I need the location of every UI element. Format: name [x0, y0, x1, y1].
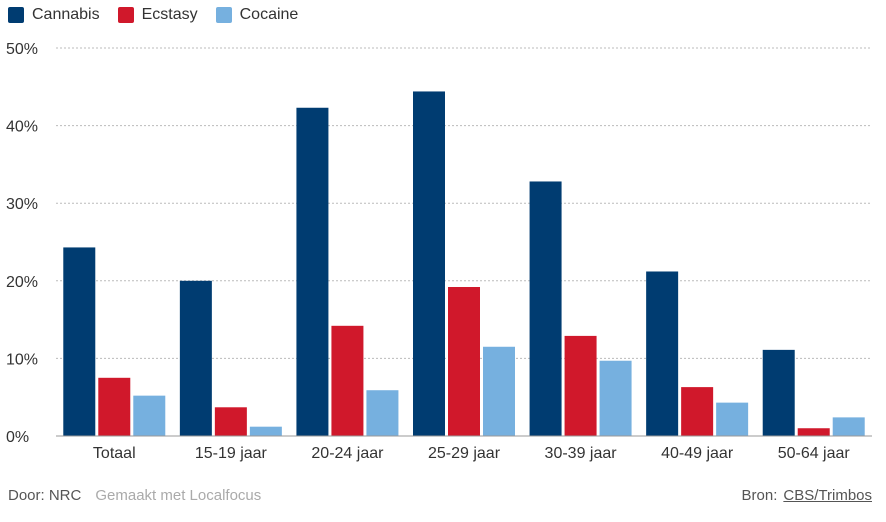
bar-cocaine — [832, 417, 865, 436]
bar-cannabis — [762, 349, 795, 436]
x-tick-label: Totaal — [93, 445, 136, 462]
y-tick-label: 40% — [6, 119, 38, 136]
bar-cannabis — [296, 107, 329, 436]
legend-label-cocaine: Cocaine — [239, 6, 299, 23]
bar-cocaine — [599, 360, 632, 436]
bar-cannabis — [413, 91, 445, 437]
bar-cannabis — [646, 271, 679, 436]
bar-cocaine — [133, 395, 166, 436]
legend-item-ecstasy[interactable]: Ecstasy — [117, 6, 198, 24]
legend-label-ecstasy: Ecstasy — [141, 6, 198, 23]
y-tick-label: 30% — [6, 196, 38, 213]
bar-cocaine — [249, 426, 282, 436]
author-credit: Door: NRC — [8, 487, 82, 504]
made-with-credit[interactable]: Gemaakt met Localfocus — [95, 487, 262, 504]
x-tick-label: 25-29 jaar — [428, 445, 501, 462]
x-tick-label: 40-49 jaar — [661, 445, 734, 462]
bar-ecstasy — [448, 287, 480, 436]
y-tick-label: 0% — [6, 429, 29, 446]
bar-cannabis — [63, 247, 96, 436]
bar-ecstasy — [681, 387, 714, 436]
source-link[interactable]: CBS/Trimbos — [783, 487, 872, 504]
bar-cannabis — [179, 280, 212, 436]
x-tick-label: 15-19 jaar — [195, 445, 268, 462]
bar-cocaine — [716, 402, 749, 436]
bar-ecstasy — [797, 428, 830, 436]
y-tick-label: 20% — [6, 274, 38, 291]
bar-ecstasy — [564, 335, 597, 436]
x-tick-label: 20-24 jaar — [311, 445, 384, 462]
bar-chart: 0% 10% 20% 30% 40% 50% Totaal 15-19 jaar 20-24 j… — [6, 41, 872, 462]
bar-ecstasy — [98, 377, 131, 436]
footer-credits: Door: NRC Gemaakt met Localfocus — [8, 487, 261, 504]
legend-swatch-cocaine — [215, 7, 232, 23]
bar-ecstasy — [331, 325, 364, 436]
legend-label-cannabis: Cannabis — [32, 6, 100, 23]
y-tick-label: 10% — [6, 351, 38, 368]
source-prefix: Bron: — [741, 487, 778, 504]
legend-swatch-ecstasy — [117, 7, 134, 23]
bar-cocaine — [483, 346, 515, 436]
bar-ecstasy — [214, 407, 247, 436]
y-tick-label: 50% — [6, 41, 38, 58]
bar-cannabis — [529, 181, 562, 436]
legend-item-cocaine[interactable]: Cocaine — [215, 6, 299, 24]
x-tick-label: 30-39 jaar — [545, 445, 618, 462]
bar-cocaine — [366, 390, 399, 436]
footer-source: Bron: CBS/Trimbos — [742, 487, 872, 504]
legend-swatch-cannabis — [8, 7, 24, 23]
legend-item-cannabis[interactable]: Cannabis — [8, 6, 100, 24]
x-tick-label: 50-64 jaar — [778, 445, 851, 462]
chart-legend: Cannabis Ecstasy Cocaine — [8, 6, 298, 24]
